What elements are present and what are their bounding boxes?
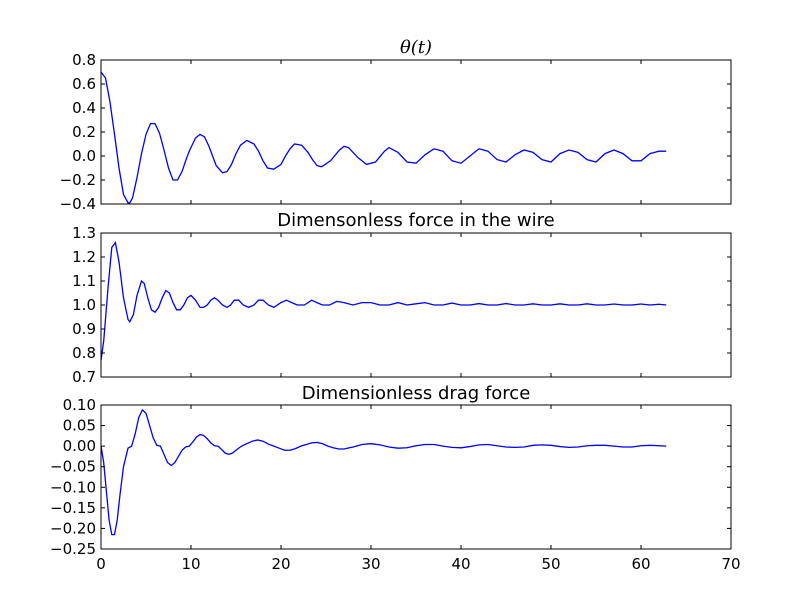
y-tick-label: 0.6 bbox=[72, 75, 96, 93]
y-tick-label: 0.9 bbox=[72, 320, 96, 338]
y-tick-label: −0.10 bbox=[50, 478, 96, 496]
series-line bbox=[100, 241, 667, 361]
x-tick-label: 10 bbox=[181, 555, 200, 573]
y-tick-label: 0.8 bbox=[72, 344, 96, 362]
y-tick-label: 0.7 bbox=[72, 368, 96, 386]
plot-area: −0.25 −0.20 −0.15 −0.10 −0.05 0.00 0.05 0.10 0 10… bbox=[50, 396, 741, 573]
y-tick-label: 0.05 bbox=[63, 417, 96, 435]
plot-area: −0.4 −0.2 0.0 0.2 0.4 0.6 0.8 bbox=[60, 51, 732, 213]
y-tick-label: 0.10 bbox=[63, 396, 96, 414]
y-tick-label: −0.25 bbox=[50, 540, 96, 558]
x-tick-label: 20 bbox=[271, 555, 290, 573]
y-tick-label: 0.8 bbox=[72, 51, 96, 69]
subplot-title: Dimensionless drag force bbox=[302, 383, 531, 404]
x-tick-label: 0 bbox=[96, 555, 106, 573]
plot-area: 0.7 0.8 0.9 1.0 1.1 1.2 1.3 bbox=[72, 224, 732, 386]
subplot-title: Dimensonless force in the wire bbox=[277, 210, 554, 231]
y-tick-label: 1.1 bbox=[72, 272, 96, 290]
y-tick-label: −0.4 bbox=[60, 195, 96, 213]
x-tick-label: 30 bbox=[361, 555, 380, 573]
subplot-title: θ(t) bbox=[400, 37, 432, 58]
y-tick-label: 1.2 bbox=[72, 248, 96, 266]
series-line bbox=[100, 408, 667, 536]
y-tick-label: 1.0 bbox=[72, 296, 96, 314]
y-tick-label: −0.2 bbox=[60, 171, 96, 189]
y-tick-label: 0.00 bbox=[63, 437, 96, 455]
y-tick-label: −0.20 bbox=[50, 519, 96, 537]
subplot-drag-force: Dimensionless drag force −0.25 −0.20 −0.15… bbox=[50, 383, 741, 573]
subplot-theta: θ(t) −0.4 −0.2 0.0 0.2 0.4 0.6 0.8 bbox=[60, 37, 732, 213]
y-tick-label: 1.3 bbox=[72, 224, 96, 242]
x-tick-label: 60 bbox=[631, 555, 650, 573]
x-tick-label: 70 bbox=[721, 555, 740, 573]
y-tick-label: 0.2 bbox=[72, 123, 96, 141]
y-tick-label: −0.05 bbox=[50, 458, 96, 476]
series-line bbox=[100, 71, 667, 204]
y-tick-label: −0.15 bbox=[50, 499, 96, 517]
subplot-wire-force: Dimensonless force in the wire 0.7 0.8 0.9… bbox=[72, 210, 732, 386]
x-tick-label: 50 bbox=[541, 555, 560, 573]
axes-frame bbox=[100, 404, 732, 550]
y-tick-label: 0.0 bbox=[72, 147, 96, 165]
y-tick-label: 0.4 bbox=[72, 99, 96, 117]
x-tick-label: 40 bbox=[451, 555, 470, 573]
